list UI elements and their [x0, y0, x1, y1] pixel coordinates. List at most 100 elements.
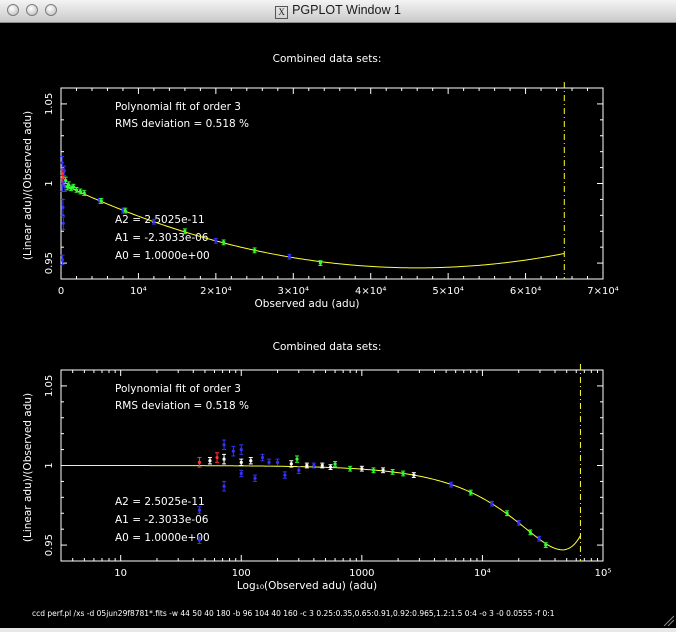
data-point	[222, 443, 226, 447]
x-tick-label: 10⁵	[595, 568, 612, 579]
data-point	[64, 178, 68, 182]
data-point	[333, 462, 337, 466]
fit-annotation: Polynomial fit of order 3	[115, 383, 241, 395]
coefficient-annotation: A2 = 2.5025e-11	[115, 496, 205, 508]
data-point	[121, 208, 125, 213]
data-point	[61, 205, 65, 209]
data-point	[183, 229, 187, 233]
data-point	[63, 185, 67, 189]
data-point	[312, 463, 316, 468]
coefficient-annotation: A1 = -2.3033e-06	[115, 232, 209, 244]
y-axis-label: (Linear adu)/(Observed adu)	[22, 393, 34, 542]
y-axis-label: (Linear adu)/(Observed adu)	[22, 111, 34, 260]
y-tick-label: 1.05	[44, 375, 55, 397]
plot-svg: Combined data sets: 0.95 1 1.05 0 10⁴ 2×10⁴ 3×1…	[22, 53, 619, 618]
data-point	[449, 483, 453, 487]
y-tick-label: 1	[44, 462, 55, 468]
data-point	[267, 460, 271, 464]
y-tick-label: 0.95	[44, 252, 55, 274]
data-point	[391, 470, 395, 474]
data-point	[287, 255, 292, 259]
data-point	[275, 460, 280, 464]
x-tick-label: 4×10⁴	[355, 286, 386, 297]
data-point	[197, 508, 202, 512]
data-point	[197, 538, 202, 542]
data-point	[469, 490, 473, 495]
data-point	[61, 221, 65, 225]
data-point	[305, 463, 309, 468]
data-point	[222, 240, 226, 244]
data-point	[214, 239, 218, 243]
fit-curve	[60, 183, 565, 269]
fit-annotation: RMS deviation = 0.518 %	[115, 118, 249, 130]
data-point	[517, 521, 521, 525]
data-point	[297, 468, 301, 472]
data-point	[61, 175, 65, 179]
data-point	[401, 471, 405, 476]
data-point	[490, 502, 494, 506]
data-point	[360, 467, 364, 471]
x11-icon: X	[275, 6, 289, 19]
data-point	[152, 220, 156, 224]
coefficient-annotation: A0 = 1.0000e+00	[115, 532, 210, 544]
data-point	[371, 468, 376, 472]
data-point	[71, 185, 75, 189]
minimize-button[interactable]	[26, 4, 38, 16]
data-point	[318, 261, 322, 265]
data-point	[239, 471, 243, 476]
data-point	[60, 181, 65, 186]
x-tick-label: 1000	[349, 568, 374, 579]
x-tick-label: 10⁴	[130, 286, 147, 297]
data-point	[412, 473, 416, 477]
fit-annotation: RMS deviation = 0.518 %	[115, 400, 249, 412]
data-point	[505, 511, 509, 515]
bottom-chart-panel: Combined data sets: 0.95 1 1.05 10 100 1000 10⁴…	[22, 341, 611, 592]
x-tick-label: 0	[58, 286, 64, 297]
x-tick-label: 100	[232, 568, 251, 579]
data-point	[208, 459, 212, 463]
data-point	[528, 530, 533, 534]
y-tick-label: 1	[44, 180, 55, 186]
data-point	[544, 543, 548, 547]
coefficient-annotation: A2 = 2.5025e-11	[115, 214, 205, 226]
data-point	[60, 161, 64, 165]
x-tick-label: 6×10⁴	[510, 286, 541, 297]
data-point	[260, 455, 265, 460]
zoom-button[interactable]	[45, 4, 57, 16]
title-bar[interactable]: X PGPLOT Window 1	[0, 0, 676, 23]
data-point	[289, 462, 293, 466]
x-tick-label: 5×10⁴	[432, 286, 463, 297]
resize-grip-icon[interactable]	[662, 614, 674, 626]
y-tick-label: 0.95	[44, 534, 55, 556]
x-tick-label: 7×10⁴	[587, 286, 618, 297]
data-point	[78, 189, 82, 194]
data-point	[62, 169, 66, 173]
data-point	[74, 188, 79, 192]
window-title: PGPLOT Window 1	[292, 3, 401, 17]
data-point	[215, 455, 219, 460]
data-point	[537, 537, 541, 541]
x-axis-label: Observed adu (adu)	[255, 298, 360, 310]
data-point	[99, 199, 103, 203]
close-button[interactable]	[7, 4, 19, 16]
data-point	[197, 460, 202, 464]
data-point	[222, 484, 226, 488]
data-point	[60, 258, 65, 262]
command-line: ccd perf.pl /xs -d 05jun29f8781*.fits -w…	[32, 609, 555, 618]
coefficient-annotation: A1 = -2.3033e-06	[115, 514, 209, 526]
data-point	[82, 191, 86, 195]
data-point	[239, 460, 243, 464]
fit-annotation: Polynomial fit of order 3	[115, 101, 241, 113]
x-axis-label: Log₁₀(Observed adu) (adu)	[237, 580, 377, 592]
data-point	[123, 208, 127, 213]
fit-curve	[61, 465, 581, 551]
top-chart-panel: Combined data sets: 0.95 1 1.05 0 10⁴ 2×10⁴ 3×1…	[22, 53, 619, 310]
data-point	[231, 449, 235, 453]
x-tick-label: 10⁴	[474, 568, 491, 579]
coefficient-annotation: A0 = 1.0000e+00	[115, 250, 210, 262]
x-tick-label: 3×10⁴	[278, 286, 309, 297]
x-tick-label: 2×10⁴	[200, 286, 231, 297]
plot-canvas: Combined data sets: 0.95 1 1.05 0 10⁴ 2×10⁴ 3×1…	[0, 23, 676, 628]
data-point	[252, 248, 257, 252]
